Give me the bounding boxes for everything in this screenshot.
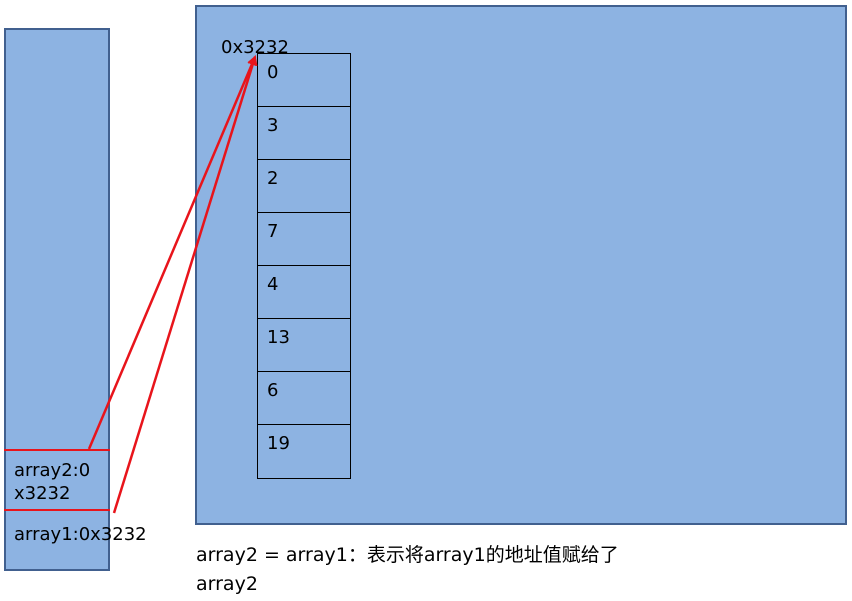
array-cells: 0 3 2 7 4 13 6 19 [257,53,351,479]
array-cell: 3 [258,107,350,160]
array2-reference-arrow [87,55,257,450]
array-cell: 19 [267,433,290,454]
array-cell: 7 [258,213,350,266]
stack-memory-box [4,28,110,571]
array-cell: 2 [258,160,350,213]
array-cell: 6 [258,372,350,425]
caption-text: array2 = array1：表示将array1的地址值赋给了array2 [196,544,619,595]
array1-variable-label: array1:0x3232 [14,524,147,545]
array-cell: 0 [258,54,350,107]
heap-address-label: 0x3232 [221,37,289,58]
array2-variable-label: array2:0x3232 [14,460,91,504]
array1-reference-arrow [112,55,258,514]
array-cell: 4 [258,266,350,319]
array-cell: 13 [258,319,350,372]
